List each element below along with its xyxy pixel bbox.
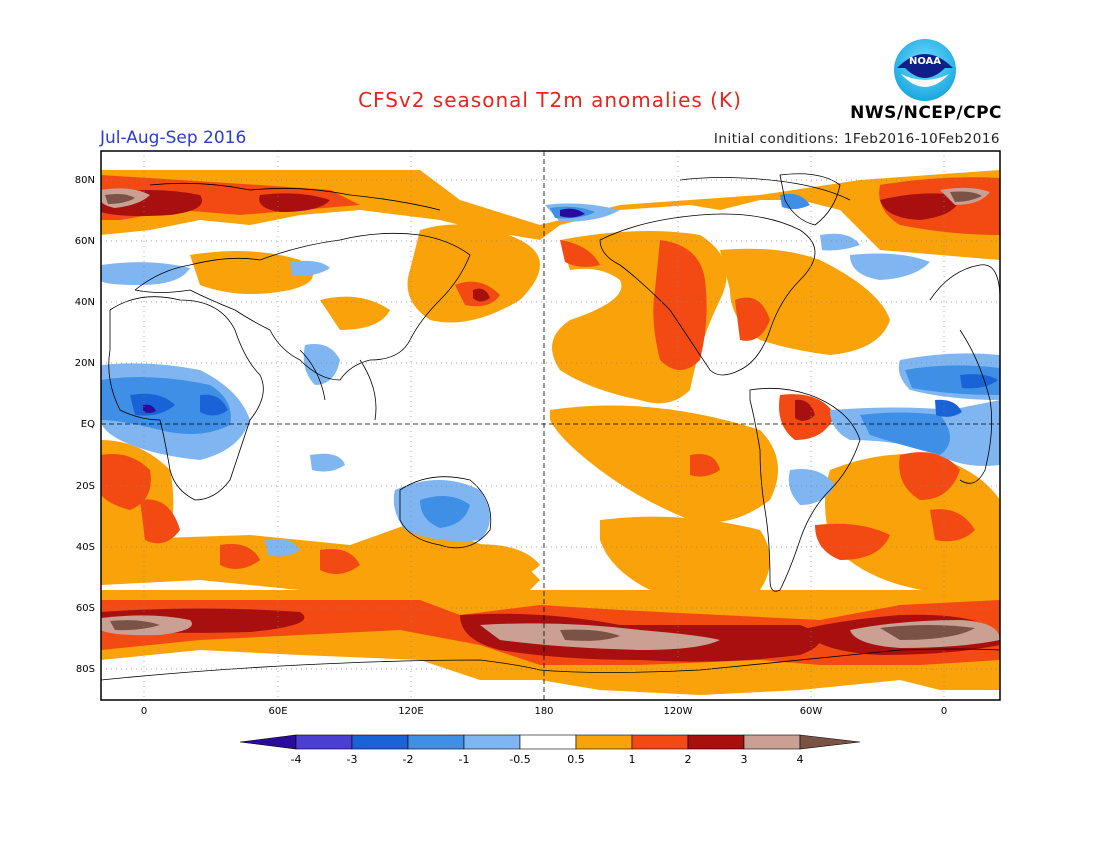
colorbar-label: 2 xyxy=(685,753,692,766)
colorbar-label: 1 xyxy=(629,753,636,766)
colorbar-cell-10 xyxy=(799,734,861,750)
colorbar xyxy=(239,734,861,750)
longitude-labels: 0 60E 120E 180 120W 60W 0 xyxy=(141,706,947,717)
initial-conditions: Initial conditions: 1Feb2016-10Feb2016 xyxy=(713,131,1000,147)
lat-label: 40N xyxy=(75,297,95,308)
colorbar-cell-1 xyxy=(295,734,353,750)
lat-label: 20S xyxy=(76,481,95,492)
colorbar-cell-3 xyxy=(407,734,465,750)
lat-label: 80N xyxy=(75,175,95,186)
colorbar-cell-0 xyxy=(239,734,297,750)
colorbar-cell-5 xyxy=(519,734,577,750)
colorbar-label: 0.5 xyxy=(567,753,585,766)
colorbar-cell-6 xyxy=(575,734,633,750)
logo-text: NOAA xyxy=(909,56,941,67)
colorbar-label: -4 xyxy=(291,753,302,766)
lat-label: 40S xyxy=(76,542,95,553)
lon-label: 120E xyxy=(398,706,423,717)
colorbar-label: 3 xyxy=(741,753,748,766)
anomaly-shading xyxy=(101,170,1000,695)
colorbar-label: -0.5 xyxy=(509,753,530,766)
lat-label: EQ xyxy=(81,419,95,430)
equator-dateline xyxy=(101,151,1000,700)
colorbar-cell-7 xyxy=(631,734,689,750)
forecast-period: Jul-Aug-Sep 2016 xyxy=(100,128,247,148)
lat-label: 80S xyxy=(76,664,95,675)
colorbar-label: -2 xyxy=(403,753,414,766)
lon-label: 60E xyxy=(268,706,287,717)
lon-label: 60W xyxy=(800,706,823,717)
colorbar-cell-2 xyxy=(351,734,409,750)
noaa-logo: NOAA xyxy=(894,39,956,101)
colorbar-label: 4 xyxy=(797,753,804,766)
map-frame xyxy=(100,150,1001,701)
lon-label: 0 xyxy=(941,706,947,717)
lat-label: 60N xyxy=(75,236,95,247)
colorbar-label: -1 xyxy=(459,753,470,766)
colorbar-label: -3 xyxy=(347,753,358,766)
latitude-labels: 80N 60N 40N 20N EQ 20S 40S 60S 80S xyxy=(75,175,95,675)
lon-label: 180 xyxy=(534,706,553,717)
colorbar-labels: -4 -3 -2 -1 -0.5 0.5 1 2 3 4 xyxy=(291,753,804,766)
coastlines xyxy=(101,173,1000,681)
colorbar-cell-4 xyxy=(463,734,521,750)
colorbar-cell-8 xyxy=(687,734,745,750)
lat-label: 60S xyxy=(76,603,95,614)
lon-label: 0 xyxy=(141,706,147,717)
map-title: CFSv2 seasonal T2m anomalies (K) xyxy=(358,88,742,112)
agency-label: NWS/NCEP/CPC xyxy=(850,103,1002,123)
colorbar-cell-9 xyxy=(743,734,801,750)
lat-label: 20N xyxy=(75,358,95,369)
lon-label: 120W xyxy=(664,706,693,717)
